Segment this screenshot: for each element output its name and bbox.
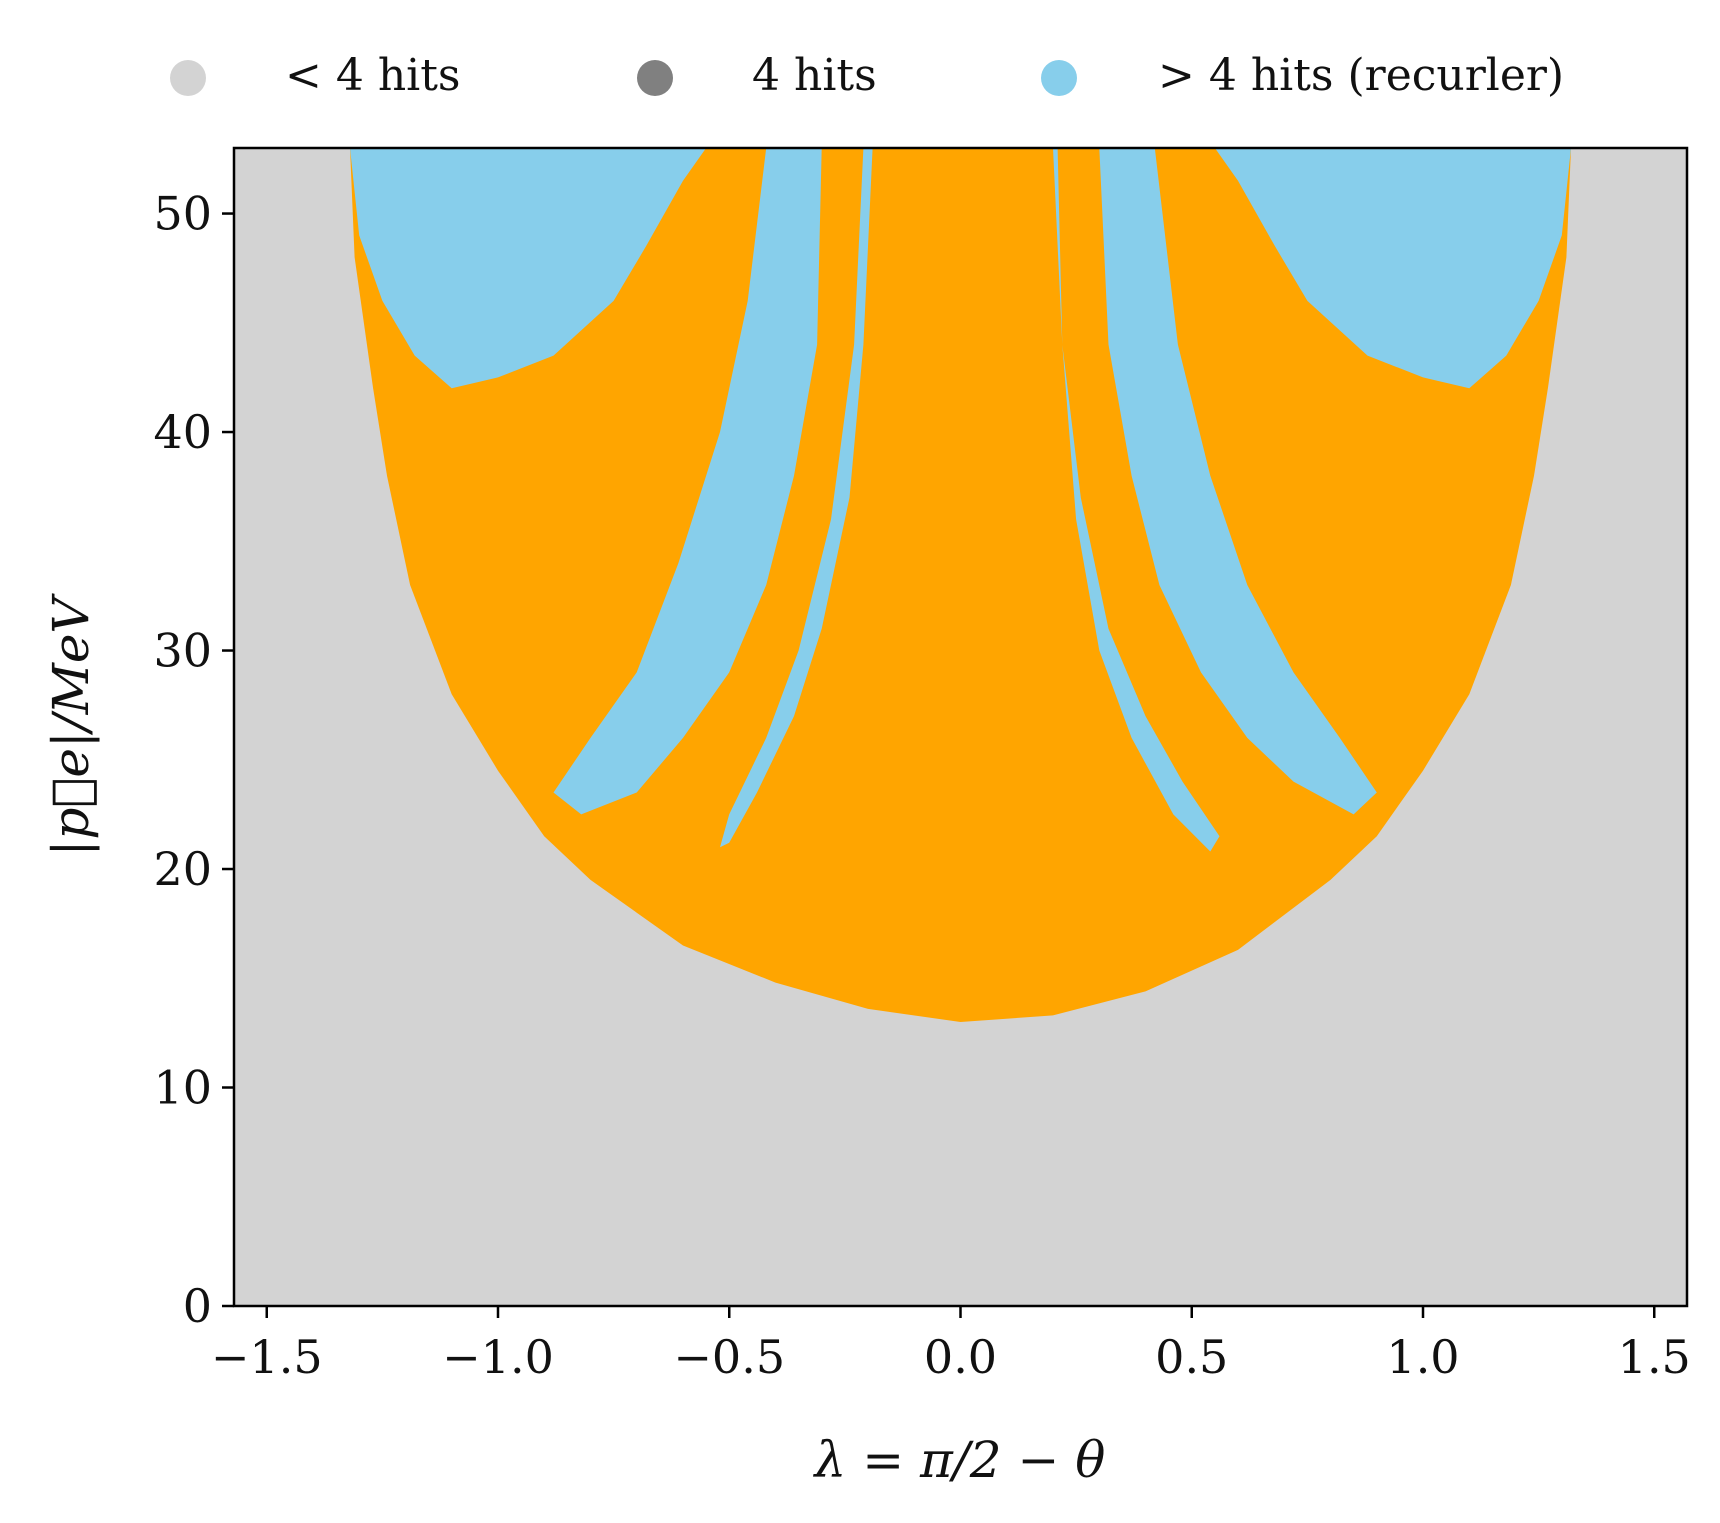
legend-marker-gt4 [1041, 60, 1077, 96]
y-axis-ticks: 0 10 20 30 40 50 [153, 187, 234, 1333]
region--4-hits-right-thin-band [1053, 148, 1220, 852]
x-tick-label: 1.5 [1618, 1330, 1691, 1384]
x-axis-label: λ = π/2 − θ [813, 1431, 1106, 1489]
y-tick-label: 10 [153, 1061, 212, 1115]
x-tick-label: 1.0 [1386, 1330, 1459, 1384]
legend-marker-lt4 [170, 60, 206, 96]
region-4-hits [350, 148, 1571, 1022]
region--4-hits-top-left-lobe [350, 148, 707, 389]
x-tick-label: 0.5 [1155, 1330, 1228, 1384]
region--4-hits-top-right-lobe [1214, 148, 1571, 389]
x-tick-label: −0.5 [673, 1330, 785, 1384]
region--4-hits-right-band [1099, 148, 1377, 815]
region--4-hits-left-band [553, 148, 822, 815]
y-tick-label: 0 [183, 1279, 212, 1333]
y-axis-label: |p⃗e|/MeV [42, 593, 100, 857]
y-tick-label: 20 [153, 842, 212, 896]
x-tick-label: 0.0 [924, 1330, 997, 1384]
y-tick-label: 30 [153, 624, 212, 678]
legend-label-gt4: > 4 hits (recurler) [1158, 50, 1564, 101]
data-regions [350, 148, 1571, 1022]
x-tick-label: −1.0 [442, 1330, 554, 1384]
x-axis-ticks: −1.5 −1.0 −0.5 0.0 0.5 1.0 1.5 [211, 1306, 1691, 1384]
y-tick-label: 50 [153, 187, 212, 241]
x-tick-label: −1.5 [211, 1330, 323, 1384]
legend: < 4 hits 4 hits > 4 hits (recurler) [170, 50, 1564, 101]
region--4-hits-left-thin-band [720, 148, 873, 848]
legend-label-lt4: < 4 hits [285, 50, 461, 101]
legend-label-eq4: 4 hits [752, 50, 877, 101]
y-tick-label: 40 [153, 405, 212, 459]
legend-entry-lt4: < 4 hits [170, 50, 461, 101]
legend-entry-gt4: > 4 hits (recurler) [1041, 50, 1564, 101]
legend-marker-eq4 [637, 60, 673, 96]
legend-entry-eq4: 4 hits [637, 50, 877, 101]
